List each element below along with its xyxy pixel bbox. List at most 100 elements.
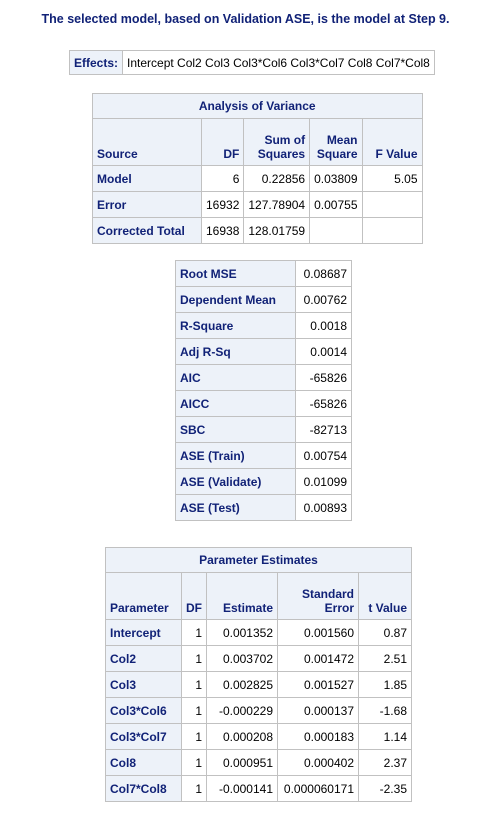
param-se: 0.000402 — [277, 749, 359, 776]
table-row: Col3*Col7 1 0.000208 0.000183 1.14 — [105, 723, 412, 750]
table-row: AICC -65826 — [175, 390, 352, 417]
fit-label: AIC — [175, 364, 296, 391]
table-row: Root MSE 0.08687 — [175, 260, 352, 287]
param-estimate: 0.001352 — [206, 619, 278, 646]
anova-df: 16932 — [200, 191, 245, 218]
params-caption: Parameter Estimates — [105, 547, 412, 573]
anova-caption-row: Analysis of Variance — [92, 93, 423, 119]
param-df: 1 — [181, 671, 207, 698]
anova-header-source: Source — [92, 118, 202, 166]
fit-statistics-table: Root MSE 0.08687 Dependent Mean 0.00762 … — [175, 260, 352, 521]
fit-value: -65826 — [295, 390, 352, 417]
params-header-se: Standard Error — [277, 572, 359, 620]
page-title: The selected model, based on Validation … — [41, 12, 450, 26]
param-name: Col3*Col6 — [105, 697, 182, 724]
param-estimate: -0.000229 — [206, 697, 278, 724]
param-estimate: 0.002825 — [206, 671, 278, 698]
anova-header-df: DF — [200, 118, 245, 166]
param-se: 0.001472 — [277, 645, 359, 672]
param-name: Col2 — [105, 645, 182, 672]
anova-caption: Analysis of Variance — [92, 93, 423, 119]
fit-label: Dependent Mean — [175, 286, 296, 313]
anova-f — [361, 217, 423, 244]
fit-value: 0.0018 — [295, 312, 352, 339]
fit-label: Root MSE — [175, 260, 296, 287]
anova-header-ss-line1: Sum of — [264, 133, 306, 147]
param-df: 1 — [181, 697, 207, 724]
fit-label: ASE (Train) — [175, 442, 296, 469]
fit-value: -65826 — [295, 364, 352, 391]
param-name: Col3*Col7 — [105, 723, 182, 750]
fit-value: 0.00762 — [295, 286, 352, 313]
anova-source: Model — [92, 165, 202, 192]
param-estimate: 0.003702 — [206, 645, 278, 672]
effects-row: Effects: Intercept Col2 Col3 Col3*Col6 C… — [68, 50, 435, 75]
table-row: ASE (Train) 0.00754 — [175, 442, 352, 469]
fit-value: 0.00754 — [295, 442, 352, 469]
params-header-estimate: Estimate — [206, 572, 278, 620]
param-se: 0.001560 — [277, 619, 359, 646]
table-row: Col2 1 0.003702 0.001472 2.51 — [105, 645, 412, 672]
anova-ss: 127.78904 — [243, 191, 311, 218]
param-df: 1 — [181, 619, 207, 646]
anova-source: Corrected Total — [92, 217, 202, 244]
table-row: Model 6 0.22856 0.03809 5.05 — [92, 165, 423, 192]
param-t: 1.14 — [358, 723, 412, 750]
table-row: Corrected Total 16938 128.01759 — [92, 217, 423, 244]
param-df: 1 — [181, 645, 207, 672]
param-t: 2.37 — [358, 749, 412, 776]
table-row: Intercept 1 0.001352 0.001560 0.87 — [105, 619, 412, 646]
table-row: Col3 1 0.002825 0.001527 1.85 — [105, 671, 412, 698]
param-name: Col3 — [105, 671, 182, 698]
table-row: Col7*Col8 1 -0.000141 0.000060171 -2.35 — [105, 775, 412, 802]
fit-label: R-Square — [175, 312, 296, 339]
table-row: Col8 1 0.000951 0.000402 2.37 — [105, 749, 412, 776]
fit-label: AICC — [175, 390, 296, 417]
anova-ss: 0.22856 — [243, 165, 311, 192]
fit-value: 0.0014 — [295, 338, 352, 365]
fit-value: 0.08687 — [295, 260, 352, 287]
anova-f — [361, 191, 423, 218]
param-df: 1 — [181, 775, 207, 802]
table-row: R-Square 0.0018 — [175, 312, 352, 339]
param-t: -2.35 — [358, 775, 412, 802]
params-header-df: DF — [181, 572, 207, 620]
anova-source: Error — [92, 191, 202, 218]
fit-label: Adj R-Sq — [175, 338, 296, 365]
anova-ms — [309, 217, 363, 244]
param-name: Intercept — [105, 619, 182, 646]
effects-label: Effects: — [68, 50, 124, 75]
params-header-t: t Value — [358, 572, 412, 620]
anova-ms: 0.00755 — [309, 191, 363, 218]
fit-label: SBC — [175, 416, 296, 443]
anova-header-ms-line2: Square — [316, 147, 358, 161]
table-row: ASE (Test) 0.00893 — [175, 494, 352, 521]
fit-label: ASE (Test) — [175, 494, 296, 521]
fit-value: -82713 — [295, 416, 352, 443]
params-header-se-line1: Standard — [301, 587, 354, 601]
param-t: -1.68 — [358, 697, 412, 724]
param-se: 0.000183 — [277, 723, 359, 750]
param-name: Col8 — [105, 749, 182, 776]
anova-header-ss-line2: Squares — [257, 147, 306, 161]
fit-value: 0.00893 — [295, 494, 352, 521]
param-df: 1 — [181, 749, 207, 776]
param-se: 0.001527 — [277, 671, 359, 698]
table-row: Col3*Col6 1 -0.000229 0.000137 -1.68 — [105, 697, 412, 724]
param-t: 0.87 — [358, 619, 412, 646]
fit-label: ASE (Validate) — [175, 468, 296, 495]
anova-header-row: Source DF Sum of Squares Mean Square F Val… — [92, 118, 423, 166]
param-t: 1.85 — [358, 671, 412, 698]
table-row: ASE (Validate) 0.01099 — [175, 468, 352, 495]
param-se: 0.000137 — [277, 697, 359, 724]
effects-value: Intercept Col2 Col3 Col3*Col6 Col3*Col7 … — [122, 50, 435, 75]
anova-ms: 0.03809 — [309, 165, 363, 192]
table-row: Dependent Mean 0.00762 — [175, 286, 352, 313]
params-caption-row: Parameter Estimates — [105, 547, 412, 573]
anova-header-ms-line1: Mean — [326, 133, 358, 147]
anova-header-f: F Value — [361, 118, 423, 166]
param-name: Col7*Col8 — [105, 775, 182, 802]
param-estimate: -0.000141 — [206, 775, 278, 802]
param-se: 0.000060171 — [277, 775, 359, 802]
param-t: 2.51 — [358, 645, 412, 672]
